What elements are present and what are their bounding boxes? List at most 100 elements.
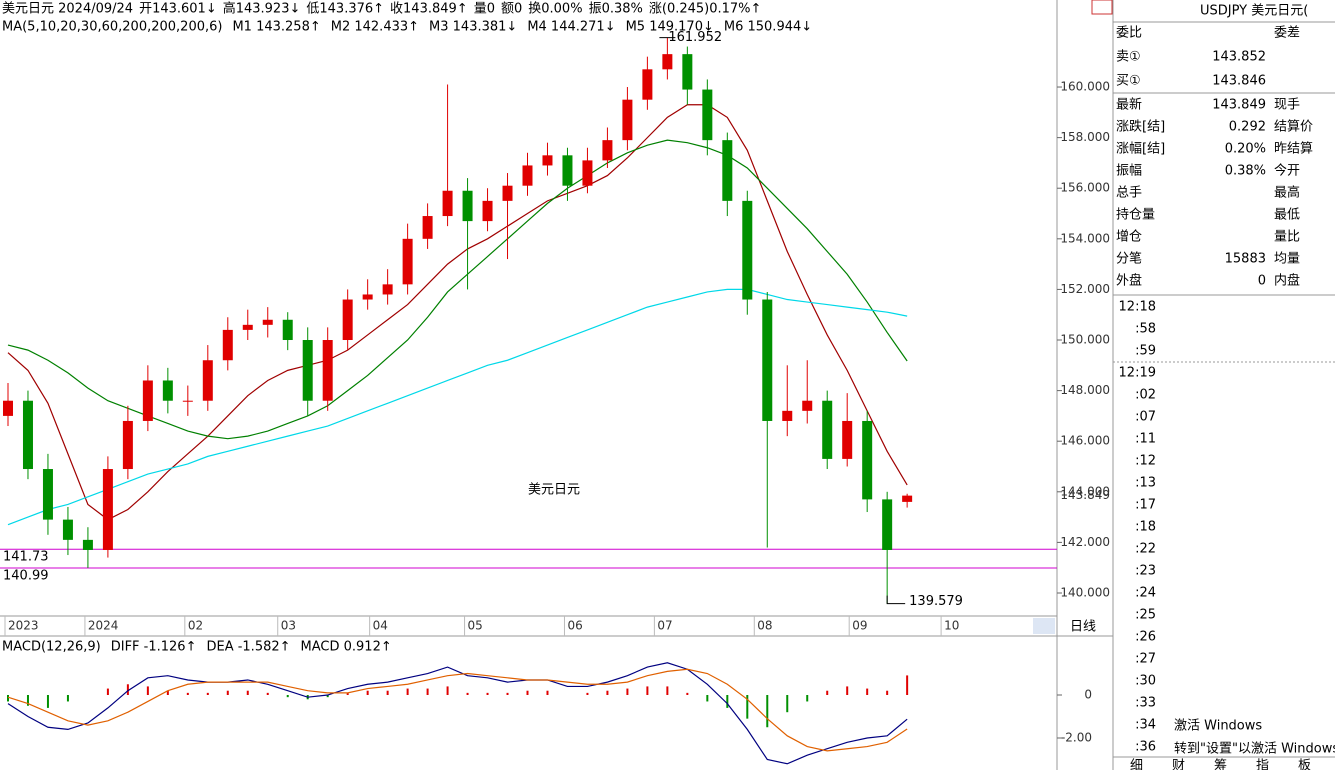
quote-title: USDJPY 美元日元( [1200, 4, 1308, 19]
watermark: 激活 Windows [1174, 719, 1262, 734]
period-label[interactable]: 日线 [1070, 620, 1096, 635]
y-tick-label: 0 [1084, 688, 1092, 702]
candle-body [762, 299, 773, 421]
tab[interactable]: 板 [1298, 759, 1311, 770]
quote-value: 0.38% [1225, 164, 1266, 179]
quote-label: 量比 [1274, 230, 1300, 245]
header-item: 低143.376↑ [306, 2, 384, 17]
tab[interactable]: 筹 [1214, 758, 1227, 770]
y-tick-label: 154.000 [1060, 231, 1110, 245]
y-tick-label: 156.000 [1060, 181, 1110, 195]
tab[interactable]: 财 [1172, 759, 1185, 770]
ma-legend: M3 143.381↓ [429, 20, 517, 35]
candle-body [202, 360, 213, 401]
candle-body [382, 284, 393, 295]
candle-body [102, 469, 113, 550]
candle-body [522, 165, 533, 186]
macd-line [7, 662, 908, 765]
ma-line [7, 288, 908, 526]
tick-time: :36 [1135, 740, 1156, 755]
candle-body [302, 340, 313, 401]
y-tick-label: 140.000 [1060, 585, 1110, 599]
quote-value: 0.292 [1229, 120, 1266, 135]
ma-legend: M4 144.271↓ [527, 20, 615, 35]
tick-time: :13 [1135, 476, 1156, 491]
y-tick-label: 146.000 [1060, 434, 1110, 448]
candle-body [622, 99, 633, 141]
header-item: 涨(0.245)0.17%↑ [649, 2, 762, 17]
candle-body [782, 410, 793, 421]
candle-body [122, 420, 133, 470]
quote-label: 现手 [1274, 98, 1300, 113]
x-tick-label: 05 [468, 619, 483, 633]
quote-value: 15883 [1225, 252, 1266, 267]
macd-legend: MACD(12,26,9) [2, 640, 101, 655]
x-tick-label: 10 [944, 619, 959, 633]
tab[interactable]: 细 [1130, 759, 1143, 770]
tick-time: :33 [1135, 696, 1156, 711]
candle-body [402, 238, 413, 285]
candle-body [862, 420, 873, 500]
candle-body [482, 200, 493, 222]
watermark: 转到"设置"以激活 Windows。 [1174, 742, 1335, 757]
macd-legend: DEA -1.582↑ [206, 640, 290, 655]
quote-label: 今开 [1274, 163, 1300, 179]
candle-body [602, 140, 613, 161]
tick-time: :12 [1135, 454, 1156, 469]
ma-legend: M5 149.170↓ [626, 20, 714, 35]
high-label: 161.952 [668, 30, 722, 45]
candle-body [882, 499, 893, 550]
tick-time: :07 [1135, 410, 1156, 425]
macd-line [7, 668, 908, 752]
tick-time: :59 [1135, 344, 1156, 359]
low-marker [886, 595, 906, 605]
candle-body [222, 329, 233, 361]
x-tick-label: 04 [373, 619, 388, 633]
macd-legend: MACD 0.912↑ [301, 640, 392, 655]
candle-body [902, 495, 913, 502]
tick-time: :30 [1135, 674, 1156, 689]
h-line-label: 140.99 [3, 568, 49, 583]
y-tick-label: 158.000 [1060, 130, 1110, 144]
y-tick-label: 142.000 [1060, 535, 1110, 549]
quote-label: 内盘 [1274, 273, 1300, 289]
quote-label: 委比 [1116, 26, 1142, 41]
corner-btn[interactable] [1091, 0, 1113, 15]
candle-body [682, 54, 693, 90]
header-item: 换0.00% [528, 2, 582, 17]
tick-time: :02 [1135, 388, 1156, 403]
quote-label: 分笔 [1116, 251, 1142, 267]
y-tick-label: 148.000 [1060, 383, 1110, 397]
quote-label: 总手 [1116, 186, 1142, 201]
watermark-title: 美元日元 [528, 483, 580, 498]
quote-label: 昨结算 [1274, 142, 1313, 157]
candle-body [502, 185, 513, 201]
candle-body [162, 380, 173, 401]
tab[interactable]: 指 [1256, 759, 1269, 770]
candle-body [442, 190, 453, 217]
candle-body [642, 69, 653, 100]
quote-label: 最新 [1116, 97, 1142, 113]
candle-body [22, 400, 33, 470]
candle-body [702, 89, 713, 141]
quote-value: 143.846 [1212, 74, 1266, 89]
tick-time: :17 [1135, 498, 1156, 513]
candle-body [342, 299, 353, 341]
candle-body [662, 54, 673, 70]
ma-label: MA(5,10,20,30,60,200,200,200,6) [2, 20, 222, 35]
x-tick-label: 03 [281, 619, 296, 633]
candle-body [462, 190, 473, 222]
ma-legend: M1 143.258↑ [232, 20, 320, 35]
tick-time: :25 [1135, 608, 1156, 623]
x-tick-label: 08 [757, 619, 772, 633]
macd-legend: DIFF -1.126↑ [111, 640, 197, 655]
candle-body [182, 400, 193, 402]
candle-body [802, 400, 813, 411]
candle-body [562, 155, 573, 186]
y-tick-label: -2.00 [1061, 730, 1092, 744]
quote-value: 0.20% [1225, 142, 1266, 157]
scroll[interactable] [1033, 618, 1055, 634]
quote-label: 买① [1116, 74, 1141, 89]
candle-body [262, 319, 273, 325]
